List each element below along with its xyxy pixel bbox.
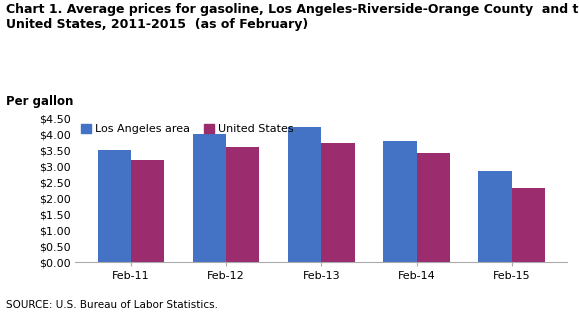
- Bar: [226, 147, 259, 262]
- Text: Per gallon: Per gallon: [6, 95, 73, 108]
- Bar: [478, 171, 512, 262]
- Text: Chart 1. Average prices for gasoline, Los Angeles-Riverside-Orange County  and t: Chart 1. Average prices for gasoline, Lo…: [6, 3, 579, 31]
- Bar: [383, 141, 416, 262]
- Bar: [321, 144, 355, 262]
- Bar: [512, 188, 545, 262]
- Bar: [193, 134, 226, 262]
- Bar: [288, 127, 321, 262]
- Bar: [131, 160, 164, 262]
- Bar: [416, 153, 450, 262]
- Bar: [98, 150, 131, 262]
- Text: SOURCE: U.S. Bureau of Labor Statistics.: SOURCE: U.S. Bureau of Labor Statistics.: [6, 300, 218, 310]
- Legend: Los Angeles area, United States: Los Angeles area, United States: [81, 124, 294, 134]
